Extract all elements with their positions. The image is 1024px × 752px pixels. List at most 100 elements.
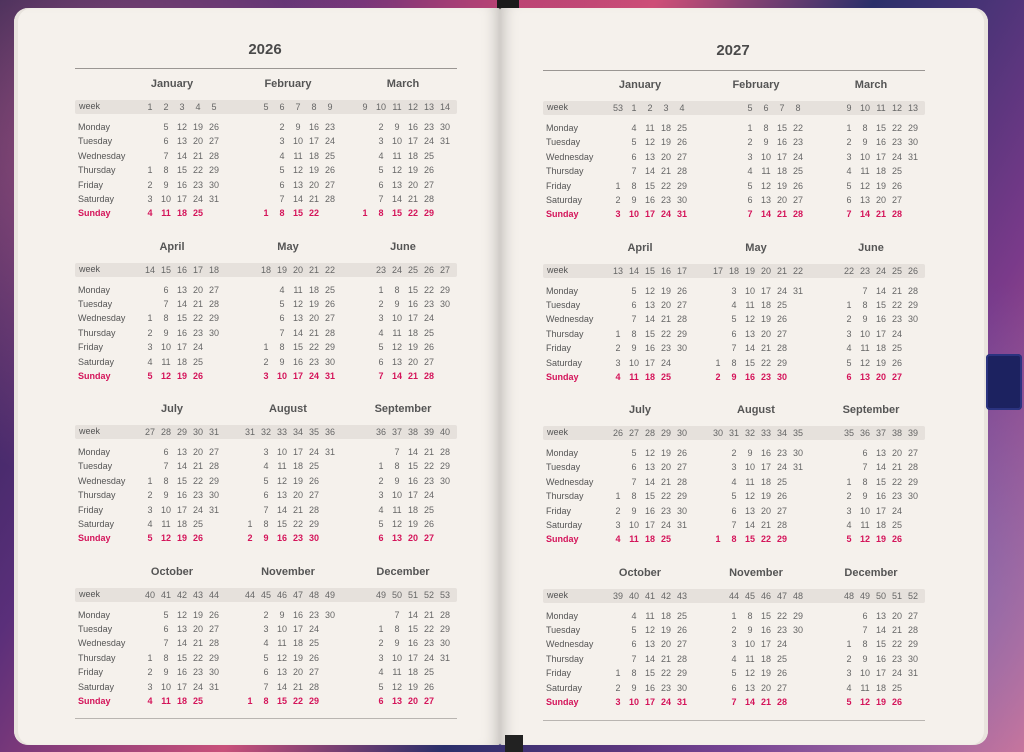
sunday-date: 16 (744, 371, 755, 382)
date: 9 (631, 343, 637, 354)
date: 3 (747, 151, 753, 162)
week-number: 14 (144, 264, 155, 275)
date: 23 (776, 448, 787, 458)
date: 27 (776, 328, 787, 339)
week-number: 42 (660, 590, 671, 601)
sunday-date: 2 (715, 371, 721, 382)
date: 23 (324, 122, 335, 132)
date: 27 (907, 610, 918, 621)
date: 1 (615, 180, 621, 191)
date: 27 (776, 505, 787, 516)
date: 1 (747, 123, 753, 133)
date: 28 (439, 447, 450, 457)
week-number: 21 (308, 264, 319, 275)
date: 18 (292, 638, 303, 649)
month-name: December (844, 566, 898, 579)
quarter-section: week Monday Tuesday Wednesday Thursday Friday… (75, 78, 457, 218)
week-number: 13 (423, 102, 434, 112)
day-label-thursday: Thursday (546, 328, 584, 339)
week-number: 17 (712, 265, 723, 276)
day-label-thursday: Thursday (546, 166, 584, 177)
date: 7 (394, 447, 400, 457)
date: 26 (324, 298, 335, 309)
date: 19 (407, 681, 418, 692)
date: 19 (192, 609, 203, 620)
month-name: March (854, 79, 888, 91)
date: 23 (891, 653, 902, 664)
sunday-date: 1 (247, 695, 253, 706)
date: 20 (192, 447, 203, 457)
day-label-wednesday: Wednesday (546, 151, 594, 162)
date: 2 (378, 298, 384, 309)
date: 10 (744, 285, 755, 296)
date: 16 (875, 653, 886, 664)
date: 26 (676, 448, 687, 458)
date: 5 (631, 285, 637, 296)
week-number: 11 (392, 102, 402, 112)
week-number: 8 (795, 103, 801, 113)
date: 14 (744, 520, 755, 530)
date: 15 (644, 180, 655, 191)
date: 7 (631, 476, 637, 487)
sunday-date: 28 (792, 209, 803, 220)
date: 1 (846, 639, 852, 650)
date: 31 (907, 151, 918, 162)
date: 10 (391, 652, 402, 663)
date: 26 (423, 681, 434, 692)
date: 25 (423, 327, 434, 338)
date: 16 (776, 137, 787, 148)
date: 24 (776, 639, 787, 650)
sunday-date: 27 (423, 695, 434, 706)
date: 15 (744, 357, 755, 368)
date: 24 (423, 136, 434, 147)
date: 21 (308, 194, 319, 204)
date: 15 (276, 519, 287, 529)
date: 24 (776, 462, 787, 473)
sunday-date: 25 (192, 208, 203, 219)
day-label-sunday: Sunday (78, 208, 111, 219)
date: 24 (660, 520, 671, 530)
day-label-monday: Monday (546, 448, 579, 458)
date: 25 (192, 519, 203, 529)
date: 3 (263, 447, 269, 457)
sunday-date: 21 (760, 696, 771, 707)
date: 25 (891, 166, 902, 177)
date: 27 (676, 462, 687, 473)
date: 14 (744, 343, 755, 354)
date: 6 (862, 610, 868, 621)
date: 31 (208, 681, 219, 692)
day-label-sunday: Sunday (546, 534, 579, 545)
date: 12 (859, 180, 870, 191)
date: 5 (378, 681, 384, 692)
sunday-date: 27 (423, 533, 434, 544)
date: 28 (308, 504, 319, 515)
sunday-date: 7 (846, 209, 852, 220)
week-number: 31 (244, 427, 255, 437)
date: 2 (615, 682, 621, 693)
date: 29 (324, 342, 335, 353)
date: 9 (394, 475, 400, 486)
date: 1 (378, 461, 384, 472)
date: 25 (776, 653, 787, 664)
week-number: 47 (292, 589, 303, 600)
date: 12 (644, 624, 655, 635)
date: 10 (859, 151, 870, 162)
week-number: 30 (192, 427, 203, 437)
week-number: 28 (160, 427, 171, 437)
date: 16 (176, 490, 187, 501)
date: 13 (176, 447, 187, 457)
date: 23 (423, 122, 434, 132)
week-number: 2 (163, 102, 169, 112)
sunday-date: 8 (263, 695, 269, 706)
sunday-date: 31 (676, 209, 687, 220)
date: 25 (308, 638, 319, 649)
date: 29 (208, 475, 219, 486)
date: 9 (862, 137, 868, 148)
date: 30 (324, 356, 335, 367)
date: 17 (308, 136, 319, 147)
sunday-date: 28 (423, 370, 434, 381)
date: 14 (407, 609, 418, 620)
date: 28 (776, 520, 787, 530)
date: 5 (846, 180, 852, 191)
week-number: 33 (276, 427, 287, 437)
